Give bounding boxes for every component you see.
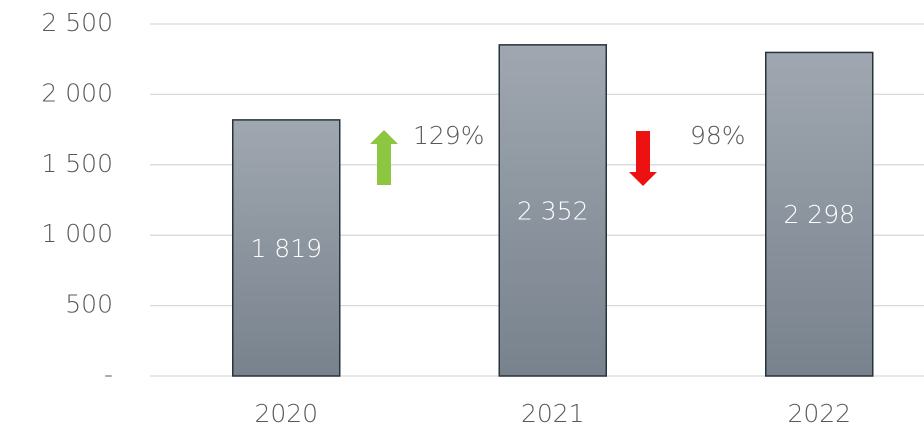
bar [765,51,874,377]
y-tick-label: 1 000 [41,219,113,248]
annotation: 129% [413,121,484,150]
y-tick-label: 2 500 [41,8,113,37]
annotation: 98% [690,121,746,150]
x-tick-label: 2020 [254,399,318,425]
y-tick-label: 2 000 [41,78,113,107]
value-label: 2 352 [517,196,589,225]
x-tick-label: 2022 [787,399,851,425]
up-arrow [370,130,398,185]
down-arrow [629,131,657,186]
bars [232,44,874,377]
x-tick-label: 2021 [521,399,585,425]
y-tick-label: 500 [65,290,113,319]
y-tick-label: - [104,360,113,389]
bar [232,119,341,377]
value-label: 2 298 [783,200,855,229]
value-label: 1 819 [250,234,322,263]
bar [498,44,607,377]
y-tick-label: 1 500 [41,149,113,178]
